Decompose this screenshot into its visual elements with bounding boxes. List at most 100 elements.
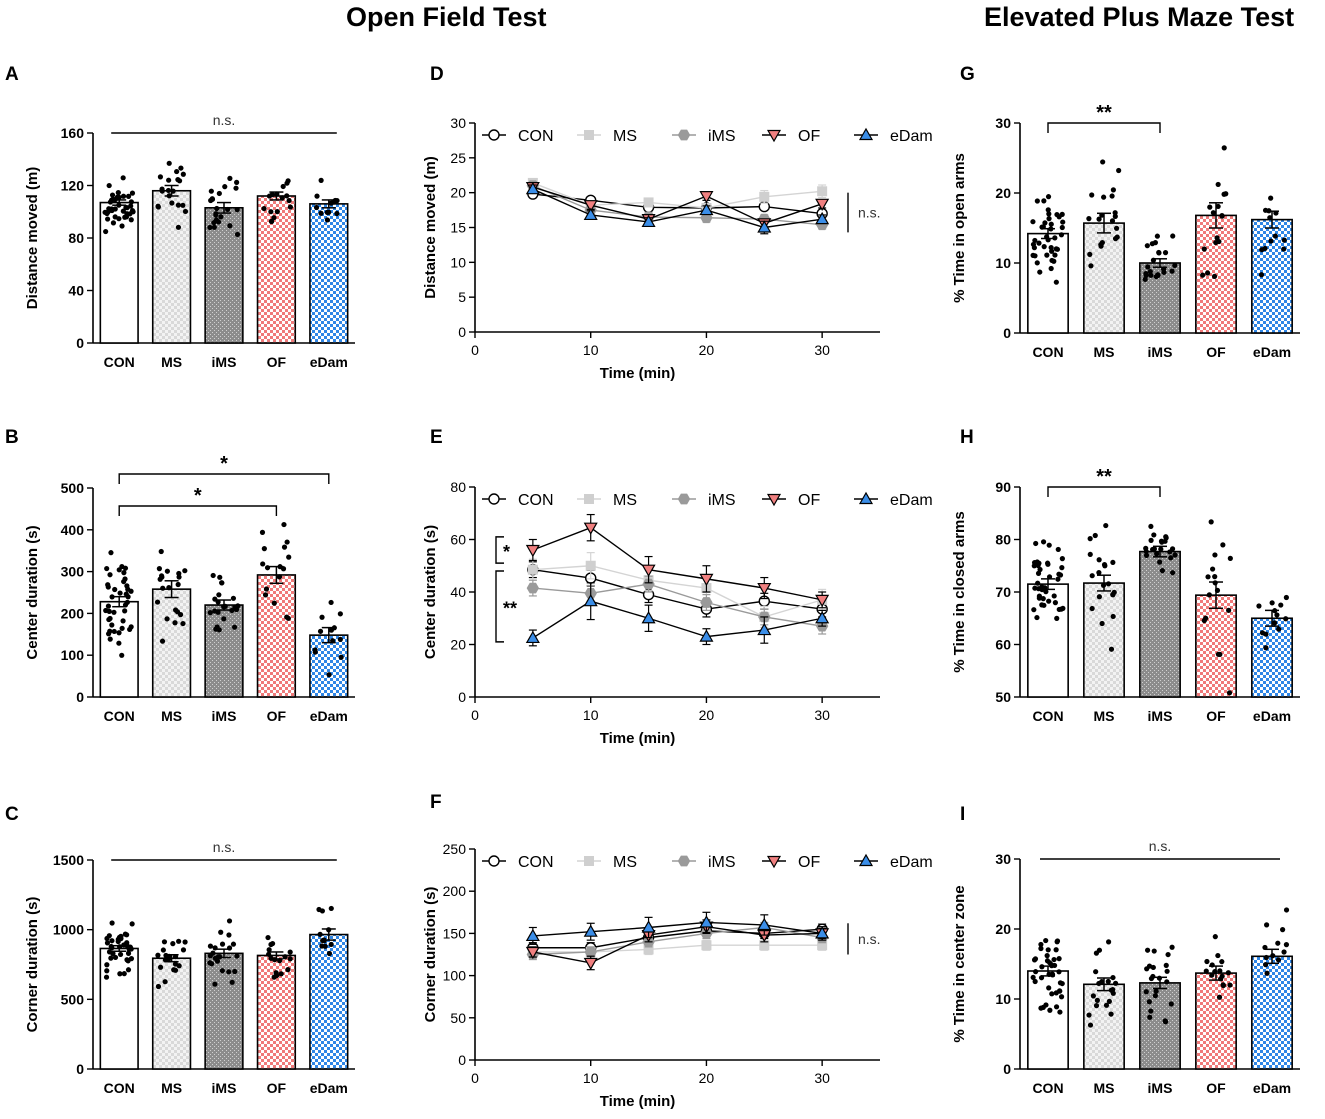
legend-label: iMS (708, 128, 736, 145)
significance-bracket (118, 505, 278, 516)
legend-item-edam: eDam (854, 853, 933, 871)
data-point (232, 968, 238, 975)
y-tick-label: 160 (61, 125, 85, 141)
data-point (210, 572, 216, 579)
data-point (117, 934, 123, 941)
data-point (234, 231, 241, 238)
data-point (1143, 270, 1149, 277)
data-point (221, 616, 227, 622)
y-tick-label: 15 (450, 220, 466, 236)
data-point (263, 586, 270, 592)
data-point (1168, 1001, 1174, 1007)
data-point (176, 963, 182, 969)
data-point (757, 622, 772, 636)
data-point (338, 654, 344, 660)
data-point (641, 564, 656, 577)
x-tick-label-con: CON (1032, 1080, 1063, 1096)
y-tick-label: 300 (61, 564, 85, 580)
data-point (1169, 268, 1175, 274)
y-tick-label: 40 (450, 584, 466, 600)
legend-marker (584, 856, 594, 866)
data-point (1086, 216, 1092, 222)
panel-letter: F (430, 792, 442, 813)
data-point (1208, 519, 1214, 525)
data-point (207, 224, 213, 231)
data-point (122, 931, 128, 937)
data-point (271, 600, 277, 606)
x-tick-label-edam: eDam (1253, 1080, 1291, 1096)
data-point (104, 962, 110, 968)
data-point (109, 920, 115, 926)
data-point (1108, 987, 1114, 993)
data-point (260, 561, 266, 567)
data-point (1112, 210, 1118, 216)
data-point (1037, 269, 1043, 275)
x-axis-label: Time (min) (600, 730, 676, 747)
data-point (1275, 957, 1282, 963)
data-point (217, 574, 223, 580)
data-point (1047, 1007, 1053, 1013)
series-edam (525, 911, 830, 945)
data-point (1155, 272, 1161, 279)
x-tick-label: 30 (814, 342, 830, 358)
x-tick-label-ms: MS (161, 354, 182, 370)
y-tick-label: 0 (76, 1061, 84, 1077)
bar-of (1195, 972, 1237, 1070)
data-point (180, 202, 186, 208)
data-point (1036, 240, 1042, 246)
y-tick-label: 100 (443, 968, 467, 984)
data-point (174, 609, 181, 615)
y-tick-label: 0 (76, 689, 84, 705)
data-point (1059, 565, 1065, 571)
data-point (218, 929, 224, 935)
legend-item-of: OF (762, 854, 820, 871)
data-point (125, 193, 132, 199)
data-point (699, 573, 714, 587)
data-point (1168, 555, 1174, 561)
data-point (326, 672, 332, 678)
data-point (1172, 262, 1178, 268)
data-point (700, 597, 713, 608)
data-point (229, 979, 235, 985)
legend-label: eDam (890, 128, 933, 145)
y-tick-label: 5 (458, 289, 466, 305)
data-point (525, 544, 540, 558)
data-point (175, 224, 182, 230)
data-point (1058, 232, 1065, 238)
data-point (815, 611, 830, 624)
x-tick-label-ims: iMS (212, 354, 237, 370)
legend-label: MS (613, 492, 637, 509)
elevated-plus-maze-title: Elevated Plus Maze Test (984, 2, 1295, 32)
panel-h: H 50 60 70 80 90 % Time in closed arms CON MS iMS… (951, 427, 1300, 724)
legend-label: MS (613, 854, 637, 871)
series-line (532, 186, 823, 225)
data-point (1034, 198, 1040, 204)
y-axis-label: % Time in open arms (951, 153, 968, 303)
data-point (154, 599, 161, 605)
data-point (219, 968, 225, 974)
legend-item-ims: iMS (672, 128, 736, 145)
data-point (1040, 539, 1047, 545)
y-tick-label: 70 (995, 584, 1011, 600)
legend-marker (677, 129, 691, 141)
data-point (1210, 210, 1216, 216)
data-point (182, 208, 189, 215)
data-point (1281, 949, 1287, 955)
data-point (1215, 181, 1221, 188)
series-ims (526, 575, 829, 635)
data-point (1038, 945, 1044, 952)
data-point (318, 210, 324, 216)
data-point (105, 631, 112, 637)
legend-marker (488, 129, 500, 141)
data-point (1089, 605, 1095, 612)
data-point (1089, 192, 1095, 198)
data-point (1046, 542, 1052, 548)
y-tick-label: 500 (61, 991, 85, 1007)
series-line (532, 925, 823, 964)
data-point (1046, 211, 1052, 217)
y-tick-label: 30 (995, 851, 1011, 867)
data-point (182, 939, 188, 945)
data-point (104, 565, 110, 572)
data-point (124, 957, 130, 963)
x-tick-label-ms: MS (1094, 1080, 1115, 1096)
